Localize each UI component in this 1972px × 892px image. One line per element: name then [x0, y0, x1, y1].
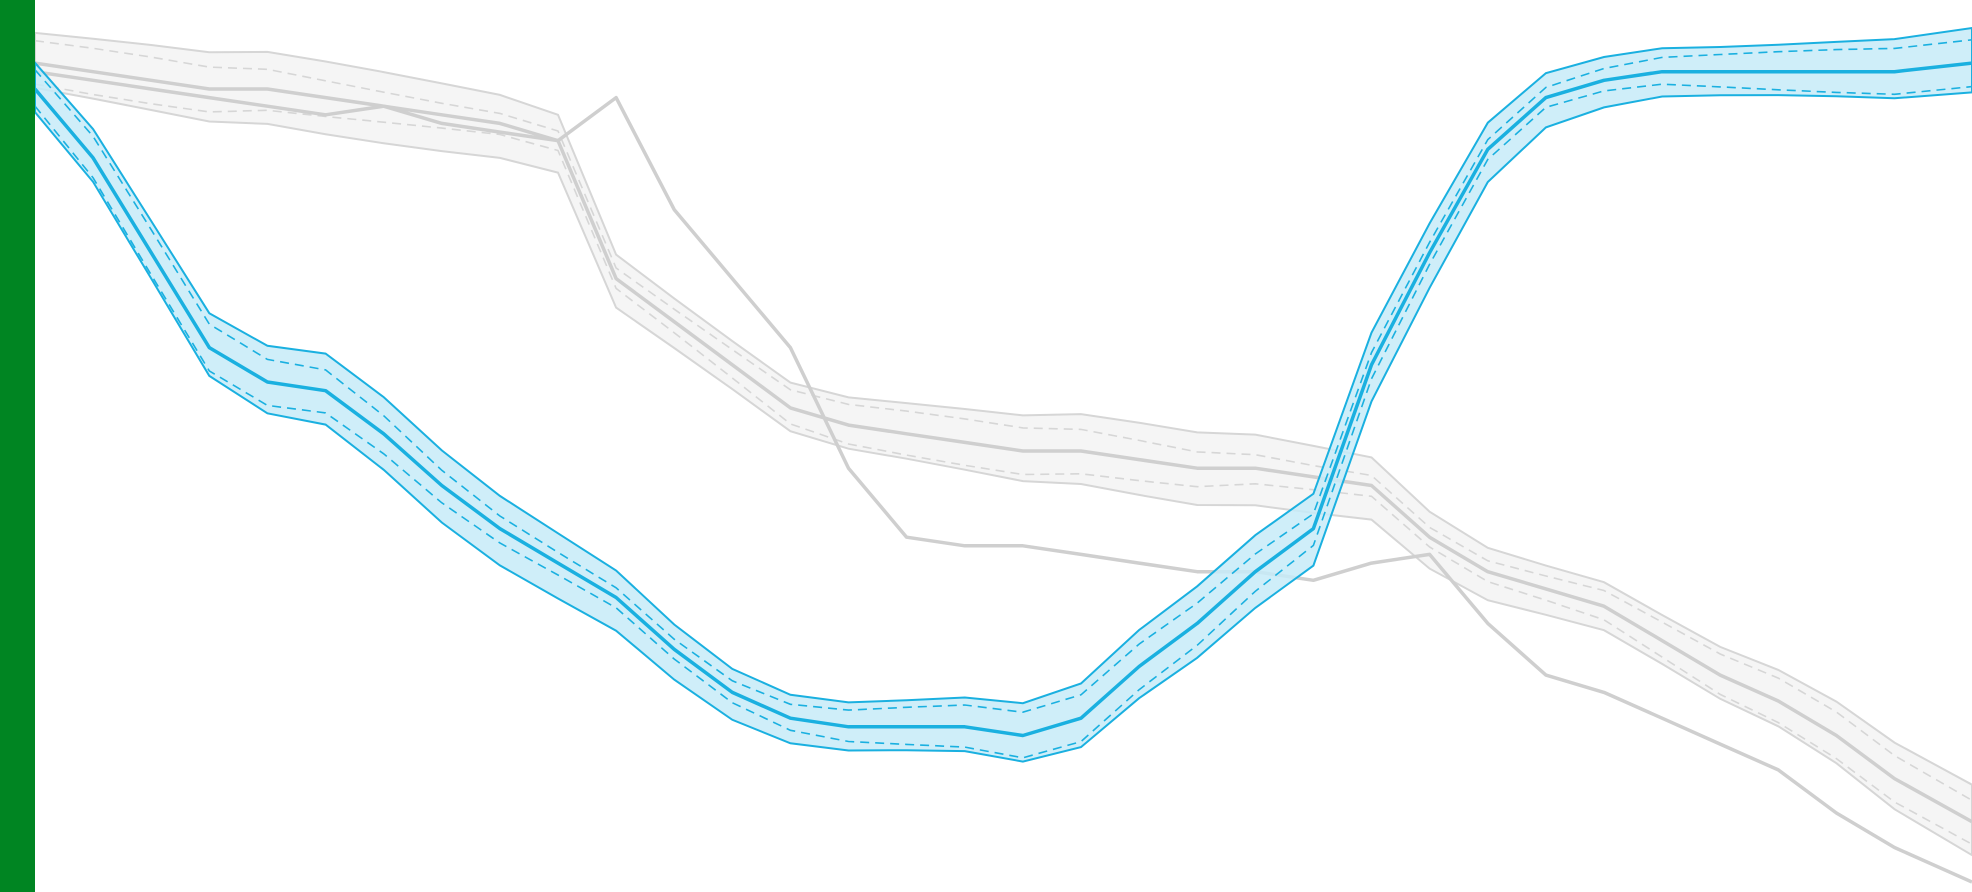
- series-context-b-line: [35, 69, 1972, 884]
- series-context-a-line: [35, 61, 1972, 824]
- accent-bar: [0, 0, 35, 892]
- series-context-a-upper-dashed: [35, 39, 1972, 802]
- series-context-b: [35, 69, 1972, 884]
- series-context-a: [35, 31, 1972, 857]
- series-context-a-lower-dashed: [35, 83, 1972, 845]
- series-highlight-upper-dashed: [35, 39, 1972, 714]
- series-context-a-band: [35, 31, 1972, 857]
- series-highlight-line: [35, 61, 1972, 738]
- series-highlight: [35, 26, 1972, 763]
- line-chart: [35, 0, 1972, 892]
- plot-area: [35, 26, 1972, 884]
- series-highlight-band: [35, 26, 1972, 763]
